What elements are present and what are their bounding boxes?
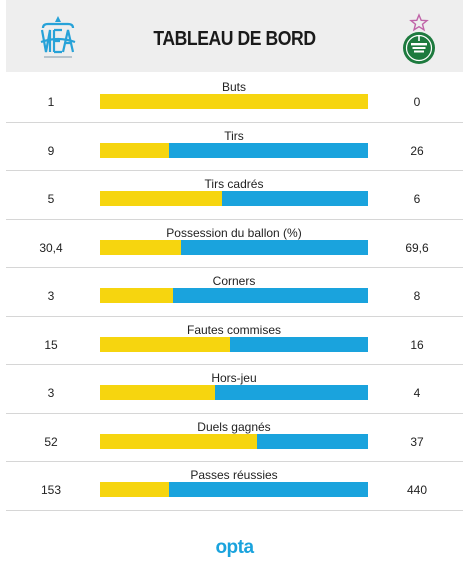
stat-row-corners: Corners 3 8 [6,268,463,317]
home-bar-fill [100,239,182,255]
comparison-bar [100,385,368,400]
stat-label: Duels gagnés [197,419,271,434]
stat-row-tirs-cadres: Tirs cadrés 5 6 [6,171,463,220]
away-value: 37 [410,434,424,449]
comparison-bar [100,239,368,255]
home-value: 3 [47,289,55,303]
dashboard-header: TABLEAU DE BORD [6,0,463,72]
stats-list: Buts 1 0 Tirs 9 26 Tirs cadrés 5 6 Posse… [6,74,463,511]
stat-label: Tirs [224,128,244,143]
comparison-bar [100,94,368,109]
away-value: 26 [410,143,424,158]
stat-label: Tirs cadrés [204,177,264,191]
home-bar-fill [100,433,257,449]
home-value: 15 [44,337,58,352]
home-value: 3 [47,386,55,400]
comparison-bar [100,433,368,449]
om-crest-icon [40,16,76,58]
away-value: 6 [413,192,421,206]
home-bar-fill [100,385,215,400]
stat-row-tirs: Tirs 9 26 [6,123,463,171]
away-value: 440 [406,483,428,497]
away-value: 69,6 [405,240,429,255]
comparison-bar [100,142,368,158]
stat-label: Buts [221,80,246,94]
home-bar-fill [100,94,368,109]
footer: opta [0,537,469,559]
stat-label: Passes réussies [190,468,278,482]
stat-row-hors-jeu: Hors-jeu 3 4 [6,365,463,414]
away-value: 8 [413,289,421,303]
stat-row-buts: Buts 1 0 [6,74,463,123]
stat-row-fautes: Fautes commises 15 16 [6,317,463,365]
home-value: 52 [44,434,58,449]
stat-label: Corners [212,274,256,288]
home-bar-fill [100,288,174,303]
home-bar-fill [100,482,170,497]
asse-crest-icon [403,13,435,64]
home-value: 5 [47,192,55,206]
away-value: 16 [410,337,424,352]
stat-label: Possession du ballon (%) [166,225,302,240]
comparison-bar [100,288,368,303]
home-bar-fill [100,191,222,206]
home-value: 153 [40,483,62,497]
home-value: 1 [47,95,55,109]
home-bar-fill [100,336,230,352]
comparison-bar [100,336,368,352]
stat-row-duels: Duels gagnés 52 37 [6,414,463,462]
comparison-bar [100,482,368,497]
opta-logo[interactable]: opta [215,537,254,558]
stat-row-passes: Passes réussies 153 440 [6,462,463,511]
page-title: TABLEAU DE BORD [153,28,316,50]
home-value: 30,4 [39,240,63,255]
stat-label: Hors-jeu [211,371,257,385]
stat-label: Fautes commises [186,322,282,337]
home-value: 9 [47,143,55,158]
stat-row-possession: Possession du ballon (%) 30,4 69,6 [6,220,463,268]
home-bar-fill [100,142,169,158]
comparison-bar [100,191,368,206]
away-value: 0 [413,95,421,109]
away-value: 4 [413,386,421,400]
